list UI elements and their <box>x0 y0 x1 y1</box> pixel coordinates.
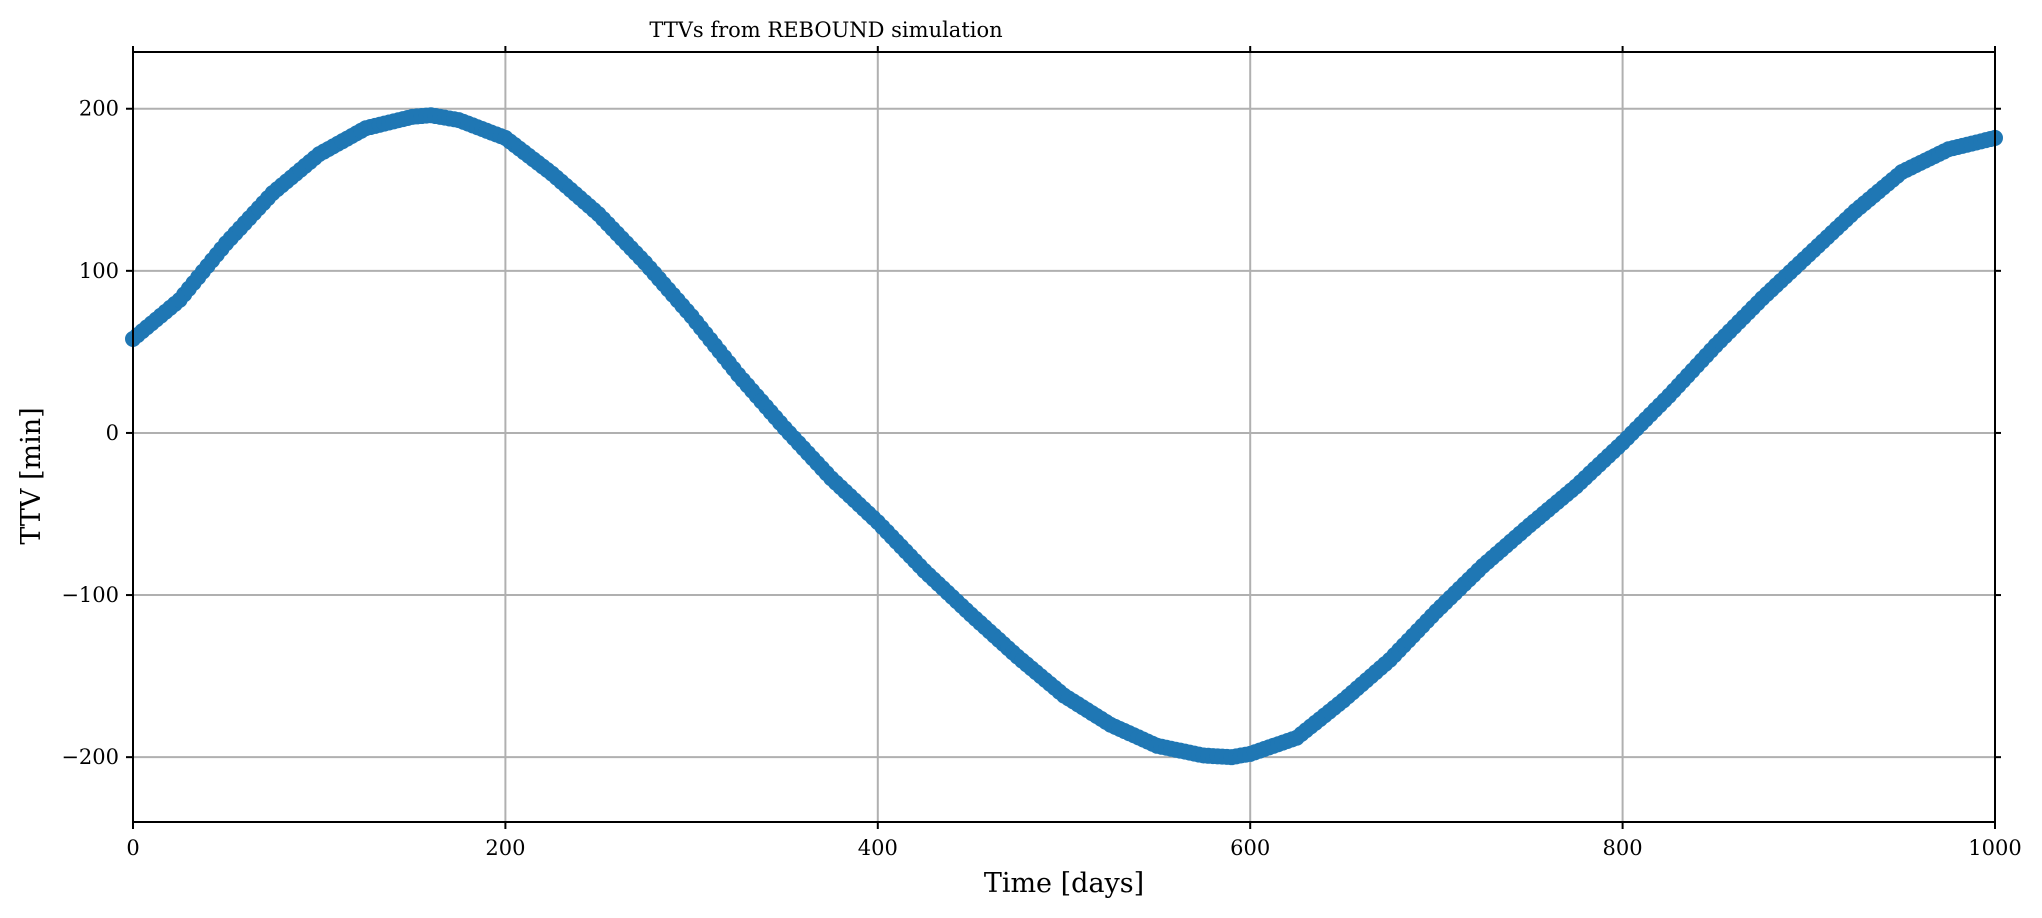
tick-marks <box>126 46 2001 829</box>
chart-title: TTVs from REBOUND simulation <box>649 18 1002 42</box>
x-tick-label: 0 <box>126 836 139 860</box>
plot-frame <box>132 51 1996 823</box>
y-axis-label: TTV [min] <box>16 407 47 544</box>
x-tick-label: 200 <box>485 836 525 860</box>
y-tick-label: 200 <box>79 97 119 121</box>
x-tick-label: 800 <box>1603 836 1643 860</box>
x-axis-label: Time [days] <box>984 868 1144 899</box>
grid-lines <box>133 52 1995 822</box>
y-tick-label: −200 <box>61 745 119 769</box>
x-tick-label: 400 <box>858 836 898 860</box>
x-tick-labels: 0 200 400 600 800 1000 <box>126 836 2021 860</box>
y-tick-label: 100 <box>79 259 119 283</box>
x-tick-label: 1000 <box>1968 836 2021 860</box>
y-tick-label: 0 <box>106 421 119 445</box>
x-tick-label: 600 <box>1230 836 1270 860</box>
y-tick-label: −100 <box>61 583 119 607</box>
data-points <box>125 107 2003 766</box>
y-tick-labels: −200 −100 0 100 200 <box>61 97 119 769</box>
